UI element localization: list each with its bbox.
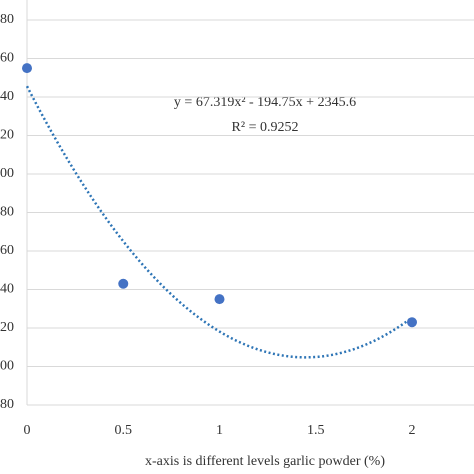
- data-point: [118, 278, 129, 289]
- y-tick-label: 2280: [0, 205, 14, 220]
- data-point: [214, 294, 225, 305]
- data-point: [22, 63, 32, 74]
- y-tick-label: 2260: [0, 243, 14, 258]
- x-tick-label: 0: [24, 423, 31, 438]
- data-point: [407, 317, 417, 328]
- trendline-equation: y = 67.319x² - 194.75x + 2345.6: [174, 95, 356, 110]
- x-axis-title: x-axis is different levels garlic powder…: [145, 454, 385, 469]
- y-tick-label: 2220: [0, 320, 14, 335]
- x-tick-label: 1: [216, 423, 223, 438]
- y-tick-label: 2300: [0, 166, 14, 181]
- y-tick-label: 2340: [0, 89, 14, 104]
- x-tick-label: 0.5: [115, 423, 133, 438]
- x-tick-label: 2: [409, 423, 416, 438]
- y-tick-label: 2360: [0, 51, 14, 66]
- x-tick-label: 1.5: [307, 423, 325, 438]
- y-tick-label: 2240: [0, 282, 14, 297]
- y-tick-label: 2380: [0, 12, 14, 27]
- y-tick-label: 2320: [0, 128, 14, 143]
- y-tick-label: 2180: [0, 397, 14, 412]
- r-squared: R² = 0.9252: [232, 120, 299, 135]
- trendline: [25, 85, 413, 359]
- y-tick-label: 2200: [0, 359, 14, 374]
